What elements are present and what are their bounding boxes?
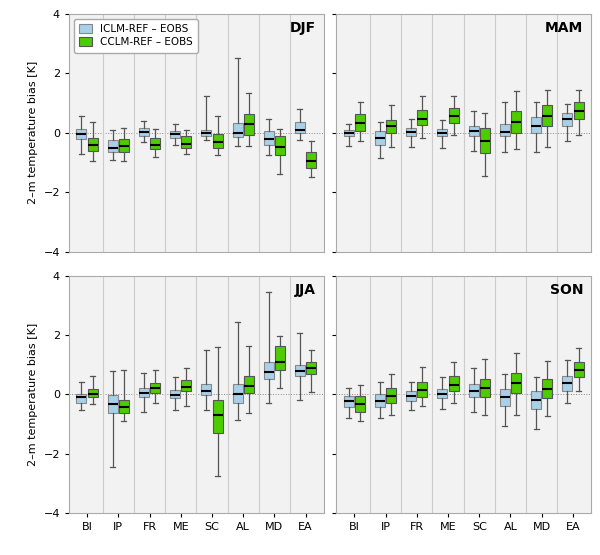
PathPatch shape	[233, 384, 242, 403]
PathPatch shape	[531, 391, 541, 408]
PathPatch shape	[202, 384, 211, 395]
PathPatch shape	[469, 127, 479, 137]
Y-axis label: 2–m temperature bias [K]: 2–m temperature bias [K]	[28, 61, 38, 204]
PathPatch shape	[295, 365, 305, 376]
Y-axis label: 2–m temperature bias [K]: 2–m temperature bias [K]	[28, 323, 38, 466]
PathPatch shape	[244, 114, 254, 135]
PathPatch shape	[264, 362, 274, 379]
PathPatch shape	[480, 128, 490, 153]
PathPatch shape	[170, 390, 180, 398]
PathPatch shape	[181, 137, 191, 148]
PathPatch shape	[511, 112, 521, 133]
PathPatch shape	[511, 373, 521, 393]
PathPatch shape	[449, 376, 458, 391]
PathPatch shape	[418, 382, 427, 397]
PathPatch shape	[406, 128, 416, 136]
PathPatch shape	[542, 105, 553, 127]
PathPatch shape	[212, 400, 223, 432]
PathPatch shape	[264, 132, 274, 145]
PathPatch shape	[295, 122, 305, 133]
PathPatch shape	[150, 383, 160, 393]
PathPatch shape	[386, 120, 396, 133]
PathPatch shape	[181, 380, 191, 391]
Text: JJA: JJA	[295, 282, 316, 297]
PathPatch shape	[437, 129, 448, 137]
PathPatch shape	[500, 389, 510, 406]
PathPatch shape	[480, 379, 490, 397]
PathPatch shape	[542, 379, 553, 398]
PathPatch shape	[355, 114, 365, 132]
PathPatch shape	[418, 110, 427, 125]
PathPatch shape	[469, 384, 479, 397]
PathPatch shape	[76, 394, 86, 403]
PathPatch shape	[406, 391, 416, 401]
PathPatch shape	[375, 132, 385, 145]
PathPatch shape	[170, 132, 180, 138]
PathPatch shape	[275, 137, 285, 155]
PathPatch shape	[562, 376, 572, 391]
PathPatch shape	[306, 362, 316, 374]
PathPatch shape	[375, 394, 385, 407]
Text: DJF: DJF	[290, 21, 316, 35]
PathPatch shape	[574, 103, 584, 119]
Legend: ICLM-REF – EOBS, CCLM-REF – EOBS: ICLM-REF – EOBS, CCLM-REF – EOBS	[74, 19, 198, 53]
PathPatch shape	[275, 346, 285, 370]
Text: SON: SON	[550, 282, 583, 297]
PathPatch shape	[88, 389, 98, 397]
PathPatch shape	[531, 117, 541, 133]
PathPatch shape	[139, 128, 149, 136]
Text: MAM: MAM	[545, 21, 583, 35]
PathPatch shape	[212, 134, 223, 148]
PathPatch shape	[107, 395, 118, 413]
PathPatch shape	[574, 362, 584, 377]
PathPatch shape	[139, 388, 149, 397]
PathPatch shape	[344, 130, 354, 137]
PathPatch shape	[76, 129, 86, 139]
PathPatch shape	[386, 388, 396, 403]
PathPatch shape	[500, 124, 510, 137]
PathPatch shape	[119, 139, 129, 152]
PathPatch shape	[150, 138, 160, 149]
PathPatch shape	[107, 140, 118, 152]
PathPatch shape	[437, 389, 448, 398]
PathPatch shape	[244, 376, 254, 393]
PathPatch shape	[562, 113, 572, 127]
PathPatch shape	[202, 130, 211, 136]
PathPatch shape	[355, 396, 365, 412]
PathPatch shape	[344, 396, 354, 407]
PathPatch shape	[119, 400, 129, 413]
PathPatch shape	[449, 108, 458, 123]
PathPatch shape	[88, 138, 98, 150]
PathPatch shape	[306, 152, 316, 168]
PathPatch shape	[233, 123, 242, 137]
